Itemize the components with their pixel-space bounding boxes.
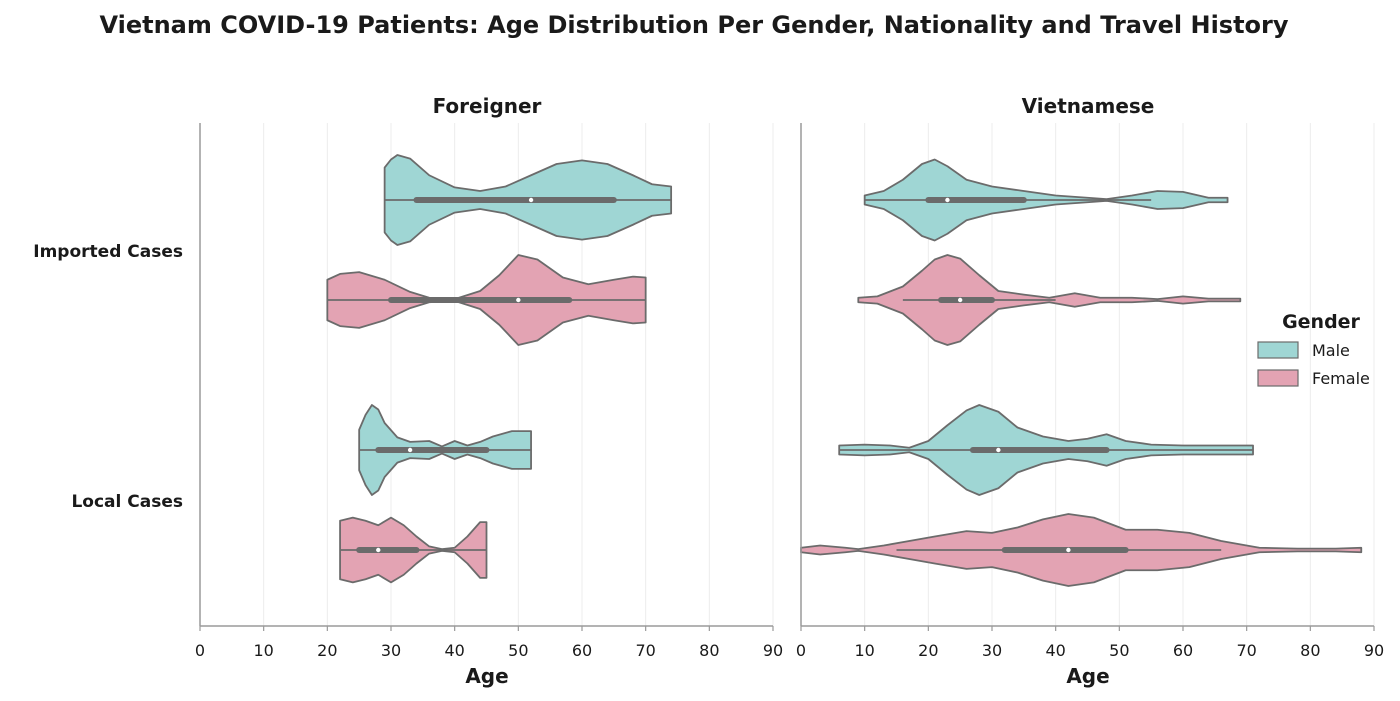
x-tick-label-40: 40 — [1045, 641, 1065, 660]
x-tick-label-10: 10 — [854, 641, 874, 660]
x-tick-label-50: 50 — [1109, 641, 1129, 660]
panel-vietnamese: Vietnamese 0 10 20 30 40 50 60 70 80 90 Age — [796, 94, 1384, 688]
x-tick-label-30: 30 — [982, 641, 1002, 660]
legend-swatch-male — [1257, 341, 1299, 359]
legend-swatch-female — [1257, 369, 1299, 387]
x-tick-label-30: 30 — [381, 641, 401, 660]
row-label-local-cases: Local Cases — [71, 492, 183, 512]
x-tick-label-80: 80 — [1300, 641, 1320, 660]
legend-label-male: Male — [1312, 341, 1350, 360]
violin-foreigner-imported-cases-male-median — [528, 197, 534, 203]
x-tick-label-80: 80 — [699, 641, 719, 660]
x-tick-label-0: 0 — [195, 641, 205, 660]
violin-vietnamese-imported-cases-male-median — [945, 197, 950, 203]
legend-label-female: Female — [1312, 369, 1370, 388]
x-tick-label-0: 0 — [796, 641, 806, 660]
x-tick-label-40: 40 — [444, 641, 464, 660]
panel-title-vietnamese: Vietnamese — [1022, 94, 1155, 118]
x-tick-label-90: 90 — [1364, 641, 1384, 660]
x-axis-label-vietnamese: Age — [1066, 664, 1109, 688]
x-tick-label-10: 10 — [253, 641, 273, 660]
violin-foreigner-imported-cases-female-median — [516, 297, 521, 303]
x-tick-label-70: 70 — [1236, 641, 1256, 660]
chart-title: Vietnam COVID-19 Patients: Age Distribut… — [99, 11, 1288, 39]
violin-vietnamese-imported-cases-female-median — [957, 297, 963, 303]
x-tick-label-20: 20 — [317, 641, 337, 660]
legend-title: Gender — [1282, 311, 1360, 333]
x-tick-label-90: 90 — [763, 641, 783, 660]
violin-vietnamese-local-cases-female-median — [1066, 547, 1071, 553]
violin-foreigner-local-cases-male-median — [407, 447, 413, 453]
x-tick-label-60: 60 — [572, 641, 592, 660]
violin-foreigner-local-cases-female-median — [376, 547, 381, 553]
panel-foreigner: Foreigner 0 10 20 30 40 50 60 70 80 90 Age — [195, 94, 783, 688]
x-tick-label-60: 60 — [1173, 641, 1193, 660]
x-tick-label-70: 70 — [635, 641, 655, 660]
x-tick-label-20: 20 — [918, 641, 938, 660]
violin-vietnamese-local-cases-male-median — [996, 447, 1001, 453]
panel-title-foreigner: Foreigner — [433, 94, 542, 118]
x-tick-label-50: 50 — [508, 641, 528, 660]
x-axis-label-foreigner: Age — [465, 664, 508, 688]
row-label-imported-cases: Imported Cases — [33, 242, 183, 262]
legend: Gender Male Female — [1257, 311, 1370, 388]
